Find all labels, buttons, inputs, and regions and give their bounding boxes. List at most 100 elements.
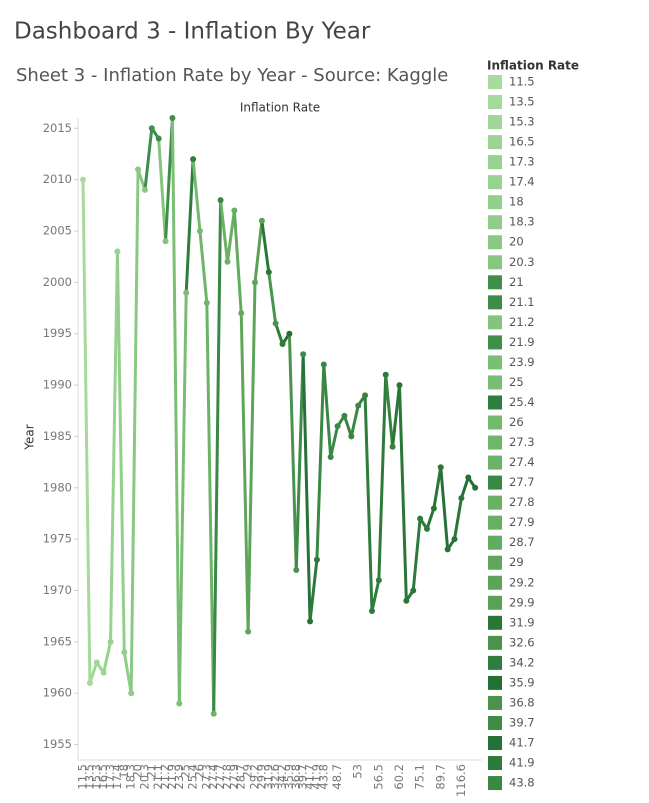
legend-swatch <box>488 776 502 791</box>
data-point <box>252 279 258 286</box>
legend-swatch <box>488 415 502 430</box>
line-segment <box>267 270 278 325</box>
legend-label: 29.2 <box>509 575 535 589</box>
data-point <box>121 649 128 656</box>
data-point <box>293 566 300 573</box>
x-tick-label: 43.8 <box>316 764 330 790</box>
line-segment <box>88 660 99 685</box>
line-segment <box>81 178 92 685</box>
legend-label: 21.1 <box>509 295 535 309</box>
y-tick-label: 2005 <box>43 223 72 237</box>
legend-label: 43.8 <box>509 776 535 790</box>
legend-label: 20 <box>509 235 524 249</box>
data-point <box>444 546 451 553</box>
data-point <box>334 423 341 430</box>
line-segment <box>397 383 408 603</box>
line-segment <box>109 250 119 644</box>
x-tick-label: 29.2 <box>248 764 262 790</box>
data-point <box>272 320 279 327</box>
legend-swatch <box>488 575 502 590</box>
data-point <box>279 340 286 347</box>
line-segment <box>212 198 223 716</box>
legend-swatch <box>488 355 502 370</box>
data-point <box>410 587 417 594</box>
legend-label: 29.9 <box>509 595 535 609</box>
data-point <box>258 217 265 224</box>
x-tick-label: 35.9 <box>282 764 296 790</box>
legend-swatch <box>488 275 502 290</box>
legend-label: 17.3 <box>509 155 535 169</box>
legend-label: 28.7 <box>509 535 535 549</box>
dashboard-title: Dashboard 3 - Inflation By Year <box>14 19 371 45</box>
legend-label: 27.4 <box>509 455 535 469</box>
data-point <box>93 659 100 666</box>
data-point <box>155 135 162 142</box>
data-point <box>217 197 224 204</box>
legend-swatch <box>488 75 502 89</box>
line-segment <box>411 517 422 593</box>
x-tick-label: 27.7 <box>213 764 227 790</box>
data-point <box>368 608 375 615</box>
legend-swatch <box>488 535 502 550</box>
legend-label: 25 <box>509 375 524 389</box>
y-tick-label: 1980 <box>43 480 72 494</box>
legend-label: 21.2 <box>509 315 535 329</box>
data-point <box>307 618 314 625</box>
x-tick-label: 25.4 <box>186 764 200 790</box>
x-tick-label: 31.9 <box>261 764 275 790</box>
line-segment <box>136 167 147 192</box>
line-segment <box>453 496 463 541</box>
x-tick-label: 32.6 <box>268 764 282 790</box>
data-point <box>224 258 231 265</box>
data-point <box>341 412 348 419</box>
legend-swatch <box>488 395 502 410</box>
x-tick-label: 23.9 <box>172 764 186 790</box>
line-segment <box>157 137 168 243</box>
legend-swatch <box>488 335 502 350</box>
data-point <box>451 536 458 543</box>
x-tick-label: 27.4 <box>206 764 220 790</box>
line-segment <box>260 219 271 274</box>
legend-label: 27.3 <box>509 435 535 449</box>
legend-label: 29 <box>509 555 524 569</box>
x-tick-label: 17.4 <box>110 764 124 790</box>
x-tick-label: 75.1 <box>413 764 427 790</box>
legend-label: 21.9 <box>509 335 535 349</box>
legend-swatch <box>488 756 502 771</box>
line-segment <box>219 198 229 264</box>
data-point <box>300 351 307 358</box>
line-segment <box>184 157 195 295</box>
legend-label: 16.5 <box>509 135 535 149</box>
x-tick-label: 28.7 <box>234 764 248 790</box>
legend-label: 35.9 <box>509 675 535 689</box>
y-tick-label: 1970 <box>43 583 72 597</box>
x-tick-label: 21.9 <box>165 764 179 790</box>
data-point <box>382 371 389 378</box>
data-point <box>348 433 355 440</box>
y-tick-label: 1985 <box>43 429 72 443</box>
line-segment <box>439 465 450 551</box>
legend-label: 11.5 <box>509 75 535 89</box>
legend-swatch <box>488 375 502 390</box>
data-point <box>176 700 183 707</box>
x-tick-label: 20.3 <box>137 764 151 790</box>
line-segment <box>143 126 154 192</box>
column-header: Inflation Rate <box>240 101 320 115</box>
line-segment <box>329 424 340 459</box>
legend-swatch <box>488 315 502 330</box>
legend-label: 34.2 <box>509 655 535 669</box>
legend-swatch <box>488 735 502 750</box>
data-point <box>437 464 444 471</box>
data-point <box>265 269 272 276</box>
legend-swatch <box>488 195 502 210</box>
x-tick-label: 29 <box>241 764 255 779</box>
legend-label: 18.3 <box>509 215 535 229</box>
line-segment <box>377 373 388 582</box>
line-segment <box>342 414 353 438</box>
x-tick-label: 21.2 <box>158 764 172 790</box>
line-segment <box>246 280 257 634</box>
x-tick-label: 41.9 <box>309 764 323 790</box>
data-point <box>389 443 396 450</box>
x-tick-label: 15.3 <box>89 764 103 790</box>
legend-swatch <box>488 615 502 630</box>
